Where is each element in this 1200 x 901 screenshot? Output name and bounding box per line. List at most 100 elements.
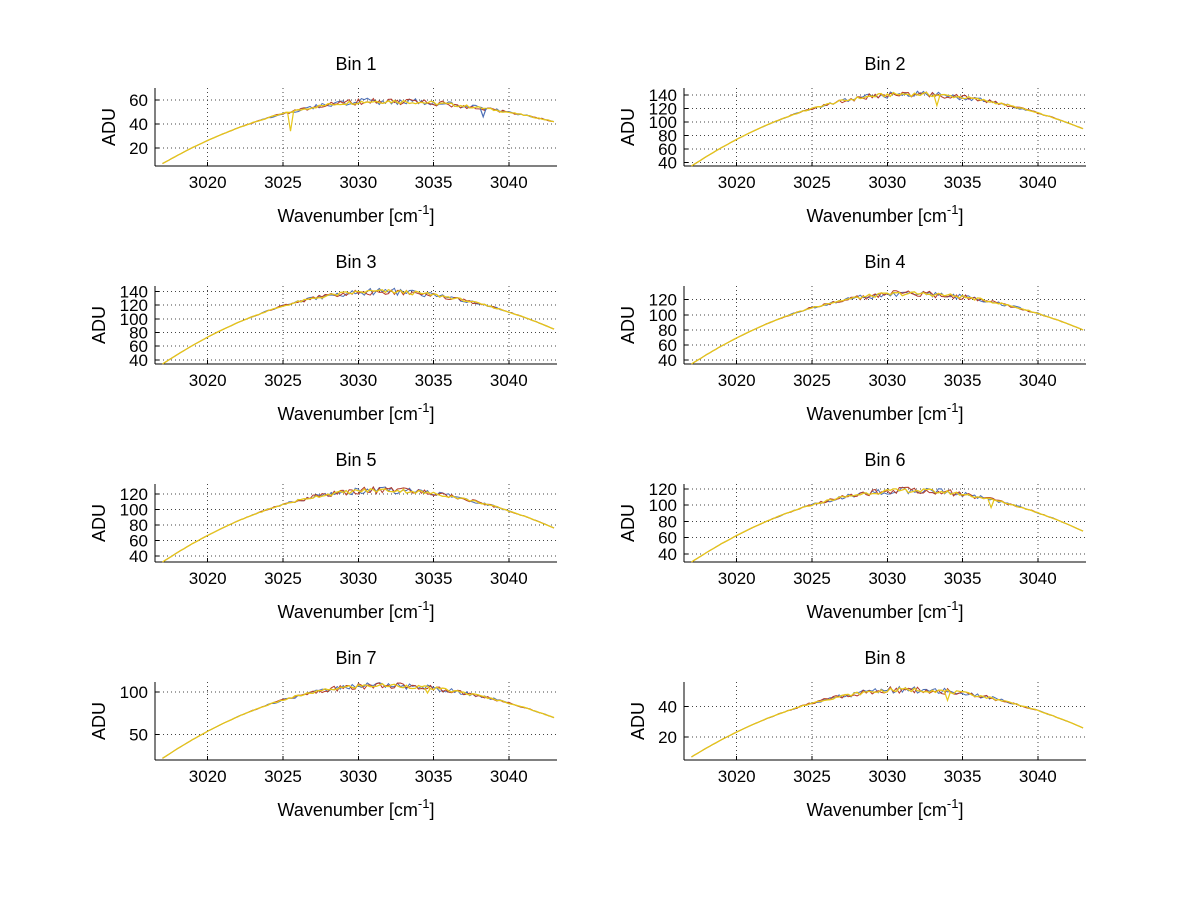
x-tick-label: 3040 [1019, 173, 1057, 192]
x-tick-label: 3020 [189, 173, 227, 192]
x-axis-label: Wavenumber [cm-1] [278, 400, 435, 424]
x-tick-label: 3025 [264, 371, 302, 390]
dip-spike [479, 108, 487, 119]
chart-title: Bin 5 [335, 452, 376, 470]
x-tick-label: 3035 [944, 569, 982, 588]
gridlines [684, 484, 1086, 562]
x-tick-label: 3030 [339, 371, 377, 390]
chart-title: Bin 1 [335, 56, 376, 74]
chart-title: Bin 7 [335, 650, 376, 668]
subplot-bin-3: 3020 3025 3030 3035 3040 40 60 80 100 120 140 Bin 3… [55, 252, 595, 454]
axes [154, 682, 557, 761]
series-spectrum [162, 682, 555, 759]
y-tick-label: 80 [129, 324, 148, 343]
x-axis-label: Wavenumber [cm-1] [807, 796, 964, 820]
x-tick-label: 3030 [339, 173, 377, 192]
x-tick-label: 3020 [189, 767, 227, 786]
x-tick-label: 3020 [718, 371, 756, 390]
y-tick-label: 140 [120, 282, 148, 301]
x-tick-label: 3020 [718, 767, 756, 786]
y-tick-label: 40 [658, 154, 677, 173]
dip-spike [423, 687, 432, 695]
chart-title: Bin 6 [864, 452, 905, 470]
x-axis-label: Wavenumber [cm-1] [278, 202, 435, 226]
x-tick-label: 3040 [490, 569, 528, 588]
x-tick-label: 3025 [793, 173, 831, 192]
y-tick-label: 40 [129, 351, 148, 370]
y-axis-label: ADU [618, 504, 638, 542]
x-tick-label: 3025 [264, 173, 302, 192]
y-tick-label: 60 [658, 529, 677, 548]
tick-labels: 3020 3025 3030 3035 3040 20 40 [658, 697, 1057, 786]
y-tick-label: 60 [658, 140, 677, 159]
y-tick-label: 60 [658, 336, 677, 355]
series-spectrum [691, 687, 1084, 758]
chart-bin-7: 3020 3025 3030 3035 3040 50 100 Bin 7 ADU Wavenum… [89, 648, 557, 820]
x-tick-label: 3025 [264, 767, 302, 786]
chart-title: Bin 2 [864, 56, 905, 74]
subplot-bin-6: 3020 3025 3030 3035 3040 40 60 80 100 120 Bin 6 ADU… [584, 450, 1124, 652]
series-spectrum [691, 488, 1084, 563]
subplot-bin-4: 3020 3025 3030 3035 3040 40 60 80 100 120 Bin 4 ADU… [584, 252, 1124, 454]
x-tick-label: 3030 [339, 569, 377, 588]
x-tick-label: 3030 [868, 371, 906, 390]
axes [683, 484, 1086, 563]
x-tick-label: 3035 [944, 767, 982, 786]
series-underlay [691, 290, 1084, 365]
y-tick-label: 50 [129, 726, 148, 745]
y-tick-label: 120 [649, 291, 677, 310]
x-tick-label: 3040 [1019, 569, 1057, 588]
x-tick-label: 3035 [415, 371, 453, 390]
chart-title: Bin 3 [335, 254, 376, 272]
x-axis-label: Wavenumber [cm-1] [807, 400, 964, 424]
axes [683, 88, 1086, 167]
y-tick-label: 80 [658, 512, 677, 531]
y-tick-label: 40 [658, 545, 677, 564]
axes [683, 286, 1086, 365]
axes [154, 88, 557, 167]
chart-title: Bin 4 [864, 254, 905, 272]
y-axis-label: ADU [628, 702, 648, 740]
series-underlay [162, 289, 555, 365]
x-axis-label: Wavenumber [cm-1] [807, 202, 964, 226]
x-tick-label: 3040 [490, 173, 528, 192]
y-tick-label: 80 [129, 516, 148, 535]
x-tick-label: 3025 [264, 569, 302, 588]
y-tick-label: 40 [129, 547, 148, 566]
x-tick-label: 3030 [339, 767, 377, 786]
y-axis-label: ADU [89, 504, 109, 542]
y-tick-label: 40 [129, 115, 148, 134]
y-tick-label: 120 [649, 99, 677, 118]
x-tick-label: 3040 [1019, 767, 1057, 786]
x-tick-label: 3020 [718, 569, 756, 588]
y-tick-label: 120 [120, 296, 148, 315]
gridlines [684, 88, 1086, 166]
y-tick-label: 60 [129, 337, 148, 356]
x-tick-label: 3030 [868, 767, 906, 786]
x-tick-label: 3025 [793, 371, 831, 390]
y-tick-label: 100 [120, 500, 148, 519]
dip-spike [943, 691, 952, 703]
x-tick-label: 3030 [868, 569, 906, 588]
subplot-bin-5: 3020 3025 3030 3035 3040 40 60 80 100 120 Bin 5 ADU… [55, 450, 595, 652]
subplot-bin-8: 3020 3025 3030 3035 3040 20 40 Bin 8 ADU Wavenumb… [584, 648, 1124, 850]
y-axis-label: ADU [618, 306, 638, 344]
y-tick-label: 80 [658, 126, 677, 145]
x-axis-label: Wavenumber [cm-1] [278, 598, 435, 622]
x-tick-label: 3035 [944, 371, 982, 390]
series-spectrum [162, 288, 555, 365]
y-tick-label: 100 [120, 310, 148, 329]
chart-bin-1: 3020 3025 3030 3035 3040 20 40 60 Bin 1 ADU Wavenu… [99, 54, 557, 226]
y-tick-label: 100 [649, 113, 677, 132]
y-tick-label: 100 [120, 683, 148, 702]
gridlines [155, 286, 557, 364]
dip-spike [933, 94, 941, 108]
